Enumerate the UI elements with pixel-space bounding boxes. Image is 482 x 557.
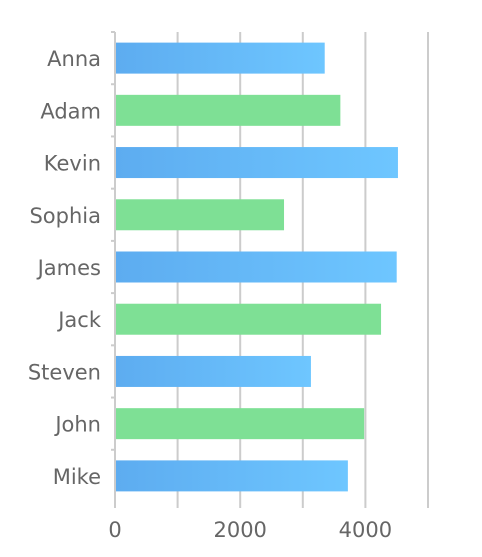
bar-anna <box>115 42 325 74</box>
category-label: James <box>36 256 101 280</box>
x-tick-label: 0 <box>108 518 121 542</box>
category-label: Mike <box>53 465 101 489</box>
labels: Anna Adam Kevin Sophia James Jack Steven John Mi… <box>28 47 392 542</box>
bar-adam <box>115 94 341 126</box>
bar-jack <box>115 303 382 335</box>
category-label: John <box>53 413 101 437</box>
x-tick-label: 4000 <box>339 518 392 542</box>
bar-sophia <box>115 199 285 231</box>
category-label: Steven <box>28 360 101 384</box>
bar-mike <box>115 460 348 492</box>
x-tick-label: 2000 <box>213 518 266 542</box>
bar-james <box>115 251 397 283</box>
category-label: Kevin <box>44 152 101 176</box>
category-label: Sophia <box>29 204 101 228</box>
bar-steven <box>115 355 311 387</box>
bars <box>115 42 398 492</box>
category-label: Anna <box>47 47 101 71</box>
category-label: Jack <box>56 308 102 332</box>
category-label: Adam <box>40 99 101 123</box>
bar-john <box>115 408 365 440</box>
bar-kevin <box>115 147 398 179</box>
axes <box>111 31 429 508</box>
